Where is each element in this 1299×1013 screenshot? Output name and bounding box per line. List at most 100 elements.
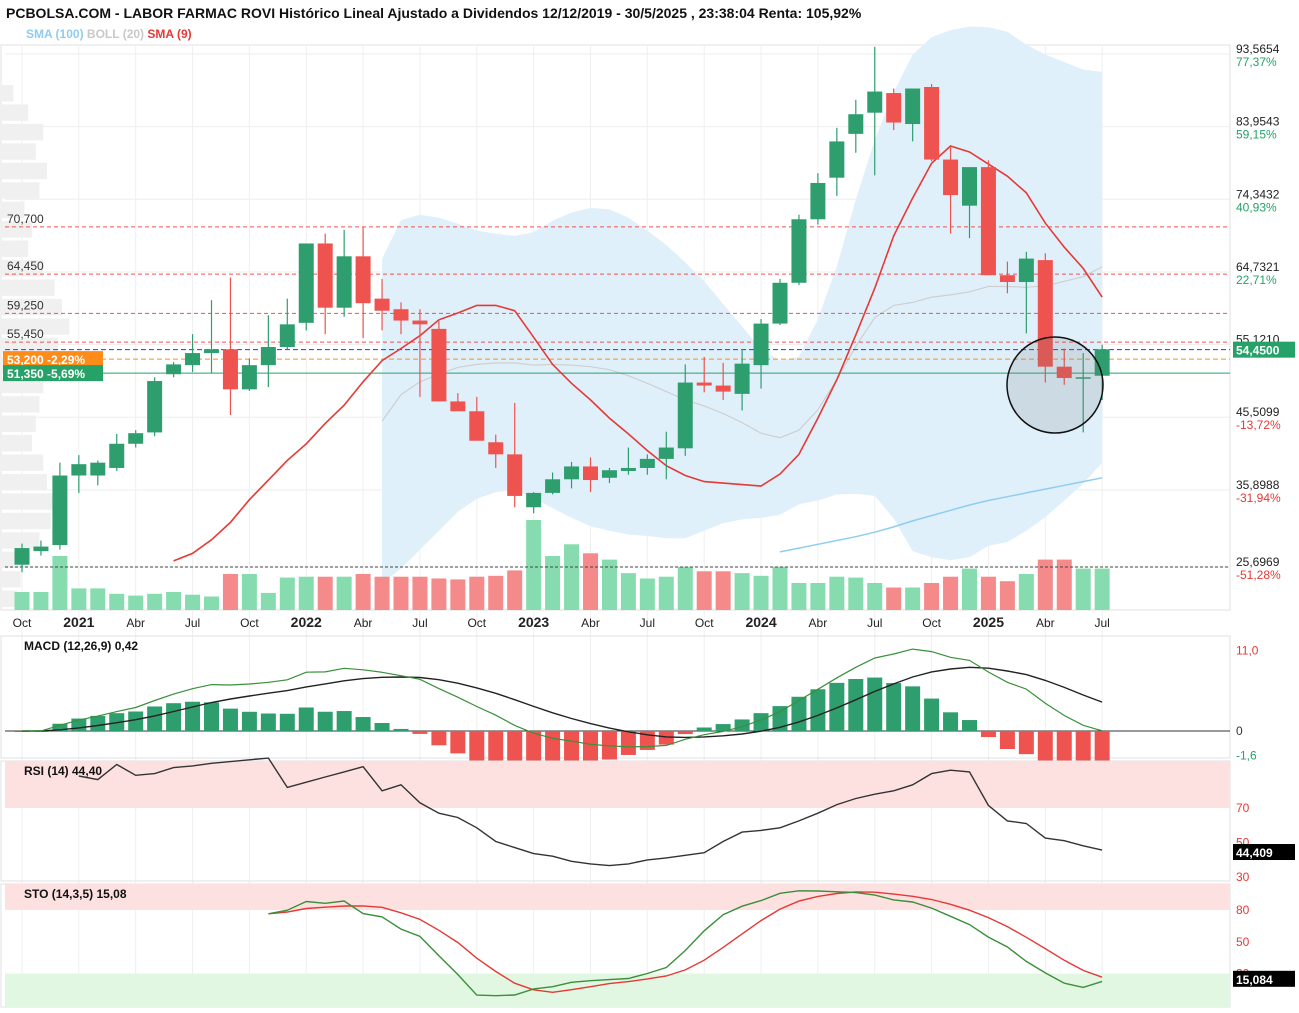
volume-bar (696, 571, 712, 610)
macd-axis-label: 0 (1236, 724, 1243, 738)
time-axis-label: 2023 (518, 614, 549, 630)
candle-body (943, 159, 959, 196)
macd-histogram-bar (1037, 731, 1053, 768)
candle-body (393, 309, 409, 321)
macd-histogram-bar (658, 731, 674, 745)
volume-profile-bar (2, 143, 36, 160)
volume-bar (147, 593, 163, 610)
macd-histogram-bar (715, 724, 731, 731)
price-axis-percent: -51,28% (1236, 568, 1281, 582)
candle-body (829, 141, 845, 178)
volume-bar (564, 544, 580, 610)
candle-body (526, 492, 542, 508)
sto-axis-label: 50 (1236, 935, 1250, 949)
price-axis-label: 74,3432 (1236, 187, 1280, 201)
rsi-overbought-zone (5, 761, 1230, 808)
time-axis-label: Oct (467, 616, 486, 630)
volume-bar (222, 574, 238, 610)
legend-boll: BOLL (20) (86, 27, 145, 41)
macd-histogram-bar (488, 731, 504, 767)
time-axis-label: Abr (1036, 616, 1055, 630)
volume-profile-bar (2, 435, 32, 452)
candle-body (658, 447, 674, 459)
volume-bar (90, 588, 106, 610)
volume-bar (71, 588, 87, 610)
time-axis-label: Oct (240, 616, 259, 630)
volume-bar (488, 575, 504, 610)
volume-bar (583, 553, 598, 610)
volume-bar (943, 576, 959, 610)
candle-body (52, 475, 68, 546)
time-axis-label: Oct (922, 616, 941, 630)
macd-histogram-bar (185, 701, 201, 731)
volume-bar (166, 592, 182, 610)
last-price-label: 54,4500 (1236, 344, 1280, 358)
candle-body (128, 433, 144, 444)
macd-histogram-bar (999, 731, 1015, 750)
time-axis-label: Jul (640, 616, 655, 630)
volume-bar (791, 583, 807, 610)
price-axis-percent: -13,72% (1236, 418, 1281, 432)
candle-body (791, 219, 807, 283)
price-marker-label: 53,200 -2,29% (7, 353, 85, 367)
macd-axis-label: 11,0 (1236, 643, 1259, 657)
volume-bar (886, 587, 902, 610)
volume-bar (507, 570, 523, 610)
price-axis-percent: 77,37% (1236, 55, 1277, 69)
volume-bar (848, 577, 864, 610)
sto-d-line (268, 891, 1103, 994)
candle-body (90, 462, 106, 476)
volume-bar (829, 576, 845, 610)
price-axis-percent: 40,93% (1236, 200, 1277, 214)
candle-body (222, 349, 238, 390)
sto-value-box (1233, 970, 1295, 987)
rsi-axis-label: 70 (1236, 801, 1250, 815)
volume-bar (772, 566, 788, 610)
volume-profile-bar (2, 260, 44, 277)
macd-histogram-bar (52, 723, 68, 731)
macd-histogram-bar (980, 731, 996, 738)
volume-profile-bar (2, 473, 47, 491)
candle-body (1018, 258, 1034, 283)
volume-profile-bar (2, 590, 17, 607)
rsi-value-label: 44,409 (1236, 846, 1273, 860)
time-axis-label: Jul (1094, 616, 1109, 630)
macd-histogram-bar (734, 719, 750, 731)
volume-bar (999, 581, 1015, 610)
time-axis-label: Jul (185, 616, 200, 630)
sma9-line (173, 145, 1103, 562)
time-axis-label: 2022 (291, 614, 322, 630)
candle-body (71, 464, 87, 476)
macd-histogram-bar (128, 711, 144, 731)
volume-profile-bar (2, 454, 44, 471)
volume-bar (715, 571, 731, 610)
volume-bar (905, 587, 921, 610)
time-axis-label: 2025 (973, 614, 1004, 630)
time-axis-label: Abr (809, 616, 828, 630)
volume-bar (317, 576, 333, 610)
bollinger-band-area (382, 26, 1103, 584)
time-axis-label: 2024 (745, 614, 776, 630)
volume-bar (109, 593, 125, 610)
macd-label: MACD (12,26,9) 0,42 (24, 639, 138, 653)
volume-profile-bar (2, 415, 36, 432)
volume-profile-bar (2, 123, 44, 141)
volume-profile-bar (2, 182, 40, 199)
candle-body (1056, 366, 1072, 379)
volume-profile-bar (2, 104, 29, 121)
macd-histogram-bar (336, 711, 352, 731)
rsi-value-box (1233, 844, 1295, 861)
candle-body (469, 411, 485, 441)
legend-sma9: SMA (9) (147, 27, 192, 41)
volume-bar (393, 576, 409, 610)
macd-histogram-bar (222, 708, 238, 731)
macd-axis-label: -1,6 (1236, 749, 1257, 763)
volume-bar (128, 595, 144, 610)
macd-histogram-bar (829, 682, 845, 731)
macd-histogram-bar (450, 731, 466, 754)
macd-histogram-bar (374, 722, 390, 731)
sto-label: STO (14,3,5) 15,08 (24, 887, 127, 901)
price-axis-label: 35,8988 (1236, 478, 1280, 492)
volume-bar (620, 573, 636, 610)
macd-histogram-bar (677, 731, 693, 735)
